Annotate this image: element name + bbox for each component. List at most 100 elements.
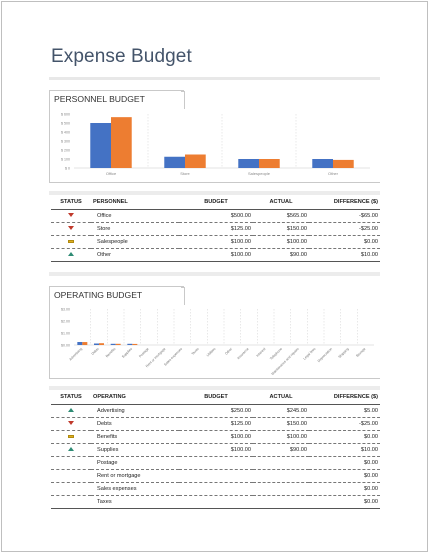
x-tick-label: Interest — [256, 347, 267, 358]
actual-cell: $150.00 — [253, 417, 309, 431]
difference-cell: -$25.00 — [309, 417, 380, 431]
x-tick-label: Other — [224, 346, 233, 355]
bar-salespeople-0 — [238, 159, 259, 168]
down-arrow-icon — [68, 421, 74, 426]
flat-bar-icon — [68, 434, 74, 438]
budget-cell — [179, 469, 253, 483]
x-tick-label: Depreciation — [317, 347, 333, 363]
up-arrow-icon — [68, 252, 74, 257]
status-cell — [51, 209, 91, 223]
difference-cell: -$65.00 — [309, 209, 380, 223]
x-tick-label: Store — [180, 171, 190, 176]
personnel-section-title: PERSONNEL BUDGET — [54, 94, 145, 104]
x-tick-label: Postage — [138, 347, 150, 359]
difference-cell: $0.00 — [309, 430, 380, 444]
status-cell — [51, 495, 91, 509]
name-cell: Debts — [91, 417, 179, 431]
status-cell — [51, 456, 91, 470]
actual-cell — [253, 456, 309, 470]
bar-debts-0 — [94, 343, 99, 345]
budget-cell — [179, 495, 253, 509]
bar-store-1 — [185, 154, 206, 168]
operating-table-separator — [49, 386, 380, 390]
bar-salespeople-1 — [259, 159, 280, 168]
personnel-tab-line — [49, 90, 184, 91]
operating-header-row: STATUS OPERATING BUDGET ACTUAL DIFFERENCE ($… — [51, 391, 380, 405]
budget-cell: $100.00 — [179, 443, 253, 457]
difference-cell: $10.00 — [309, 248, 380, 262]
x-tick-label: Benefits — [105, 347, 117, 359]
bar-store-0 — [164, 156, 185, 168]
table-row: Advertising $250.00 $245.00 $5.00 — [51, 404, 380, 418]
bar-other-0 — [312, 159, 333, 168]
budget-cell — [179, 456, 253, 470]
name-cell: Salespeople — [91, 235, 179, 249]
personnel-header-3: ACTUAL — [253, 196, 309, 210]
budget-cell: $250.00 — [179, 404, 253, 418]
actual-cell: $150.00 — [253, 222, 309, 236]
budget-cell: $500.00 — [179, 209, 253, 223]
x-tick-label: Taxes — [191, 347, 200, 356]
budget-cell: $100.00 — [179, 430, 253, 444]
personnel-section-tab: PERSONNEL BUDGET — [50, 91, 185, 109]
operating-chart: $0.00 $1.00 $2.00 $3.00 Advertising Debts Bene… — [50, 305, 380, 375]
table-row: Supplies $100.00 $90.00 $10.00 — [51, 443, 380, 457]
operating-bar-chart: $0.00 $1.00 $2.00 $3.00 Advertising Debts Bene… — [61, 308, 374, 375]
personnel-header-2: BUDGET — [179, 196, 253, 210]
operating-header-4: DIFFERENCE ($) — [309, 391, 380, 405]
bar-other-1 — [333, 159, 354, 168]
status-cell — [51, 404, 91, 418]
name-cell: Rent or mortgage — [91, 469, 179, 483]
down-arrow-icon — [68, 226, 74, 231]
table-row: Office $500.00 $565.00 -$65.00 — [51, 209, 380, 223]
actual-cell: $90.00 — [253, 443, 309, 457]
difference-cell: $0.00 — [309, 235, 380, 249]
budget-cell: $125.00 — [179, 222, 253, 236]
operating-tab-line — [49, 286, 184, 287]
actual-cell — [253, 469, 309, 483]
status-cell — [51, 248, 91, 262]
actual-cell: $100.00 — [253, 235, 309, 249]
y-tick-label: $ 400 — [61, 131, 70, 135]
budget-cell: $100.00 — [179, 248, 253, 262]
bar-benefits-1 — [115, 343, 121, 345]
personnel-separator — [49, 191, 380, 195]
x-tick-label: Utilities — [206, 347, 217, 358]
personnel-table: STATUS PERSONNEL BUDGET ACTUAL DIFFERENCE ($… — [51, 196, 380, 262]
table-row: Taxes $0.00 — [51, 495, 380, 509]
status-cell — [51, 482, 91, 496]
table-row: Other $100.00 $90.00 $10.00 — [51, 248, 380, 262]
difference-cell: $0.00 — [309, 456, 380, 470]
bar-advertising-0 — [77, 342, 83, 345]
name-cell: Supplies — [91, 443, 179, 457]
bar-debts-1 — [99, 343, 104, 345]
personnel-header-0: STATUS — [51, 196, 91, 210]
operating-section-tab: OPERATING BUDGET — [50, 287, 185, 305]
personnel-header-1: PERSONNEL — [91, 196, 179, 210]
name-cell: Taxes — [91, 495, 179, 509]
bar-supplies-0 — [127, 343, 133, 345]
x-tick-label: Legal fees — [302, 347, 316, 361]
up-arrow-icon — [68, 408, 74, 413]
y-tick-label: $ 200 — [61, 149, 70, 153]
difference-cell: $10.00 — [309, 443, 380, 457]
operating-section-title: OPERATING BUDGET — [54, 290, 143, 300]
difference-cell: $5.00 — [309, 404, 380, 418]
personnel-bar-chart: $ 0 $ 100 $ 200 $ 300 $ 400 $ 500 $ 600 Office S… — [61, 113, 370, 176]
bar-office-0 — [90, 123, 111, 168]
up-arrow-icon — [68, 447, 74, 452]
name-cell: Store — [91, 222, 179, 236]
x-tick-label: Insurance — [236, 347, 249, 360]
x-tick-label: Other — [328, 171, 339, 176]
personnel-chart-frame — [49, 90, 380, 183]
budget-cell: $125.00 — [179, 417, 253, 431]
y-tick-label: $ 300 — [61, 140, 70, 144]
document-title: Expense Budget — [51, 46, 192, 67]
y-tick-label: $1.00 — [61, 332, 70, 336]
x-tick-label: Shipping — [338, 347, 350, 359]
status-cell — [51, 235, 91, 249]
operating-header-3: ACTUAL — [253, 391, 309, 405]
table-row: Sales expenses $0.00 — [51, 482, 380, 496]
budget-cell — [179, 482, 253, 496]
difference-cell: $0.00 — [309, 482, 380, 496]
